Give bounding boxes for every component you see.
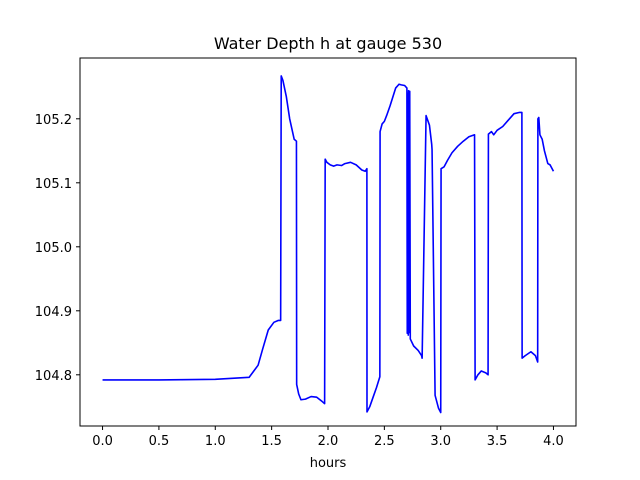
y-tick-label: 104.8 — [35, 369, 72, 384]
x-tick-label: 2.5 — [374, 434, 395, 449]
series-line-0 — [102, 75, 555, 414]
x-axis-label: hours — [310, 456, 347, 471]
chart-title: Water Depth h at gauge 530 — [214, 34, 442, 53]
y-tick-label: 105.2 — [35, 113, 72, 128]
y-tick-label: 104.9 — [35, 305, 72, 320]
x-tick-label: 0.0 — [92, 434, 113, 449]
x-tick-label: 1.0 — [205, 434, 226, 449]
x-tick-label: 1.5 — [261, 434, 282, 449]
x-tick-label: 3.5 — [487, 434, 508, 449]
x-tick-label: 3.0 — [430, 434, 451, 449]
x-tick-label: 4.0 — [543, 434, 564, 449]
y-tick-label: 105.0 — [35, 241, 72, 256]
y-axis: 104.8 104.9 105.0 105.1 105.2 — [35, 113, 80, 384]
y-tick-label: 105.1 — [35, 177, 72, 192]
x-axis: 0.0 0.5 1.0 1.5 2.0 2.5 3.0 3.5 4.0 — [92, 426, 564, 449]
x-tick-label: 2.0 — [318, 434, 339, 449]
x-tick-label: 0.5 — [149, 434, 170, 449]
